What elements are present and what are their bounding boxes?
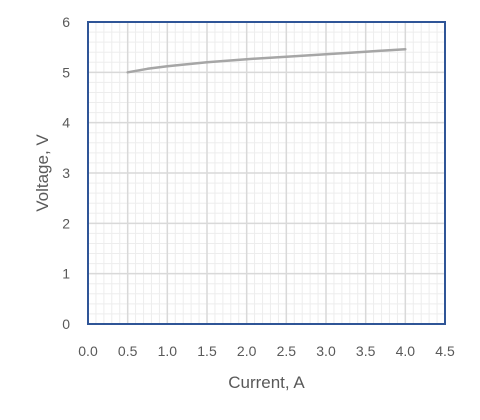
x-tick-label: 2.0	[237, 343, 257, 359]
series-line-0	[126, 47, 407, 74]
y-tick-label: 1	[62, 266, 70, 282]
x-tick-label: 1.5	[197, 343, 217, 359]
y-tick-label: 3	[62, 165, 70, 181]
x-tick-label: 4.0	[396, 343, 416, 359]
series-layer	[126, 47, 407, 74]
y-tick-label: 2	[62, 215, 70, 231]
plot-area-border	[87, 21, 446, 325]
x-axis-tick-labels: 0.0 0.5 1.0 1.5 2.0 2.5 3.0 3.5 4.0 4.5	[78, 343, 455, 359]
major-grid	[87, 21, 446, 325]
x-tick-label: 1.0	[158, 343, 178, 359]
x-tick-label: 3.5	[356, 343, 376, 359]
x-tick-label: 4.5	[435, 343, 455, 359]
x-tick-label: 2.5	[277, 343, 297, 359]
x-tick-label: 0.0	[78, 343, 98, 359]
x-tick-label: 0.5	[118, 343, 138, 359]
y-tick-label: 0	[62, 316, 70, 332]
y-tick-label: 6	[62, 14, 70, 30]
y-tick-label: 5	[62, 64, 70, 80]
x-axis-title: Current, A	[228, 373, 305, 392]
y-axis-tick-labels: 0 1 2 3 4 5 6	[62, 14, 70, 332]
x-tick-label: 3.0	[316, 343, 336, 359]
y-tick-label: 4	[62, 115, 70, 131]
y-axis-title: Voltage, V	[33, 134, 52, 212]
